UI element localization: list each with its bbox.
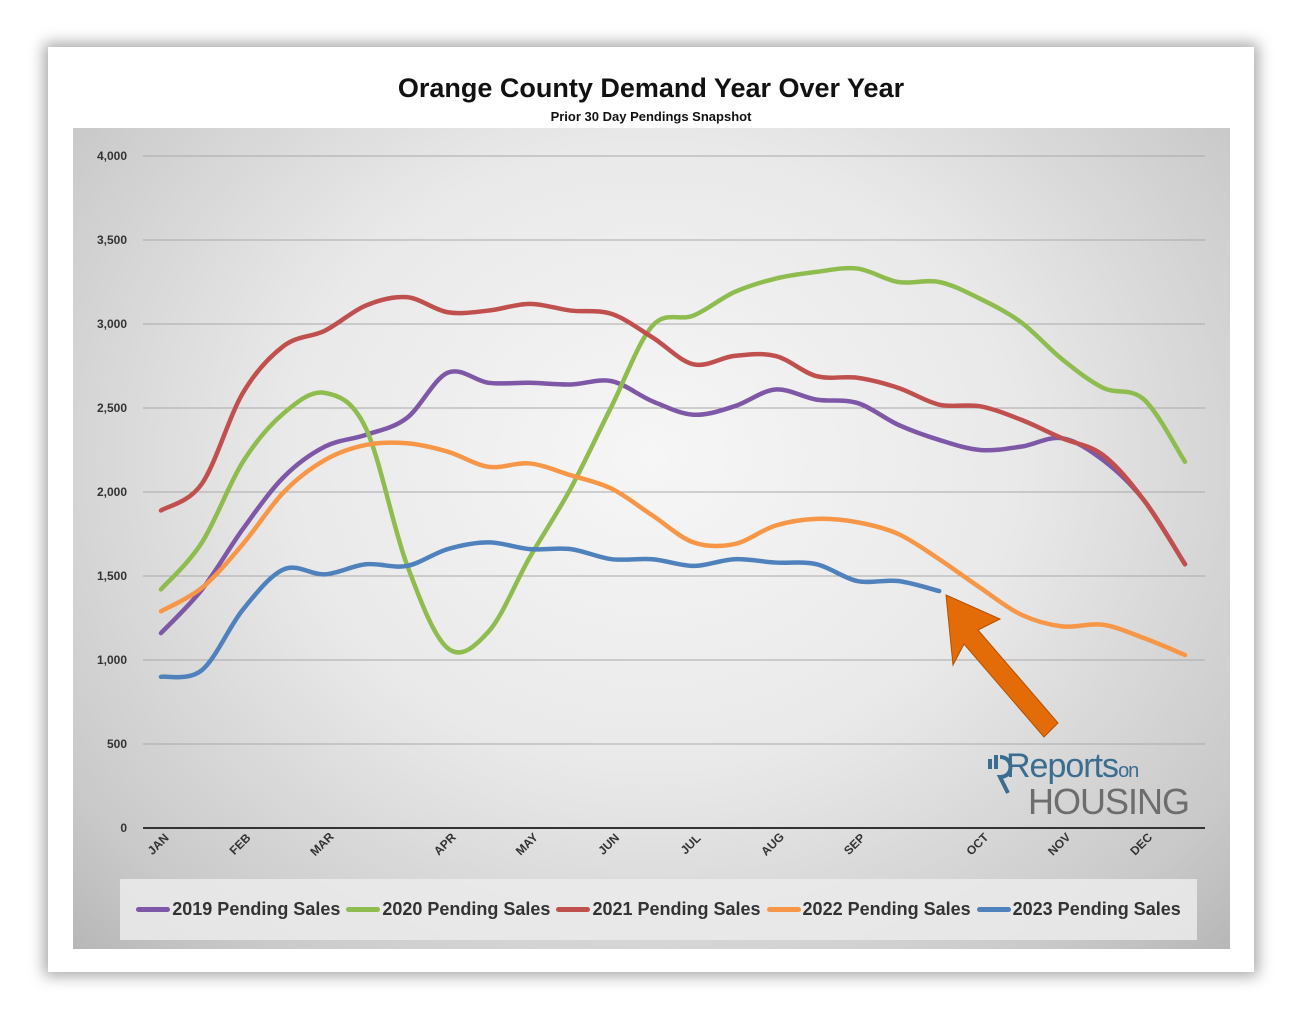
gridlines [143, 155, 1205, 829]
x-tick-label: SEP [841, 831, 868, 858]
x-tick-label: AUG [758, 830, 787, 859]
y-tick-label: 4,000 [97, 149, 127, 163]
series-line-2021 [158, 294, 1188, 567]
legend-item: 2022 Pending Sales [766, 899, 971, 920]
legend-swatch [556, 907, 591, 912]
x-tick-label: MAR [307, 829, 336, 858]
logo-mark-icon [988, 755, 1013, 794]
legend-item: 2019 Pending Sales [136, 899, 340, 920]
x-tick-label: NOV [1045, 830, 1073, 858]
chart-card: Orange County Demand Year Over Year Prio… [48, 47, 1254, 972]
series-line-2022 [158, 440, 1188, 658]
series-lines [158, 265, 1188, 680]
x-tick-label: JUL [678, 831, 704, 857]
x-tick-label: MAY [513, 830, 541, 858]
y-tick-label: 3,000 [97, 317, 127, 331]
x-axis-ticks: JAN FEB MAR APR MAY JUN JUL AUG SEP OCT NOV DEC [145, 829, 1156, 858]
x-tick-label: APR [431, 830, 459, 858]
y-tick-label: 2,500 [97, 401, 127, 415]
legend-swatch [976, 907, 1011, 912]
legend-swatch [346, 907, 381, 912]
x-tick-label: FEB [227, 831, 254, 858]
legend-label: 2021 Pending Sales [592, 899, 761, 919]
plot-background [73, 128, 1230, 949]
y-axis-ticks: 0 500 1,000 1,500 2,000 2,500 3,000 3,500 4,000 [97, 149, 127, 835]
legend-swatch [136, 907, 171, 912]
x-tick-label: JUN [595, 831, 622, 858]
logo-text-bottom: HOUSING [1028, 781, 1190, 822]
series-line-2019 [158, 369, 1188, 636]
legend-item: 2020 Pending Sales [346, 899, 550, 920]
chart-subtitle: Prior 30 Day Pendings Snapshot [550, 109, 752, 124]
series-line-2020 [158, 265, 1188, 655]
legend-label: 2019 Pending Sales [172, 899, 341, 919]
legend-item: 2021 Pending Sales [556, 899, 761, 920]
y-tick-label: 3,500 [97, 233, 127, 247]
x-tick-label: JAN [145, 831, 172, 858]
legend-label: 2022 Pending Sales [802, 899, 971, 919]
y-tick-label: 0 [120, 821, 127, 835]
y-tick-label: 1,500 [97, 569, 127, 583]
reports-on-housing-logo: Reportson HOUSING [986, 747, 1196, 827]
x-tick-label: DEC [1127, 830, 1155, 858]
series-line-2023 [158, 540, 942, 680]
chart-title: Orange County Demand Year Over Year [397, 73, 905, 103]
legend-label: 2023 Pending Sales [1012, 899, 1181, 919]
logo-text-top: Reportson [1006, 747, 1139, 785]
line-chart: 05001,0001,5002,0002,5003,0003,5004,000 … [97, 149, 1205, 859]
legend-label: 2020 Pending Sales [382, 899, 551, 919]
x-tick-label: OCT [963, 830, 991, 858]
chart-legend: 2019 Pending Sales 2020 Pending Sales 2021… [120, 879, 1197, 940]
legend-item: 2023 Pending Sales [976, 899, 1181, 920]
y-tick-label: 500 [107, 737, 127, 751]
y-tick-label: 2,000 [97, 485, 127, 499]
y-tick-label: 1,000 [97, 653, 127, 667]
legend-swatch [766, 907, 801, 912]
